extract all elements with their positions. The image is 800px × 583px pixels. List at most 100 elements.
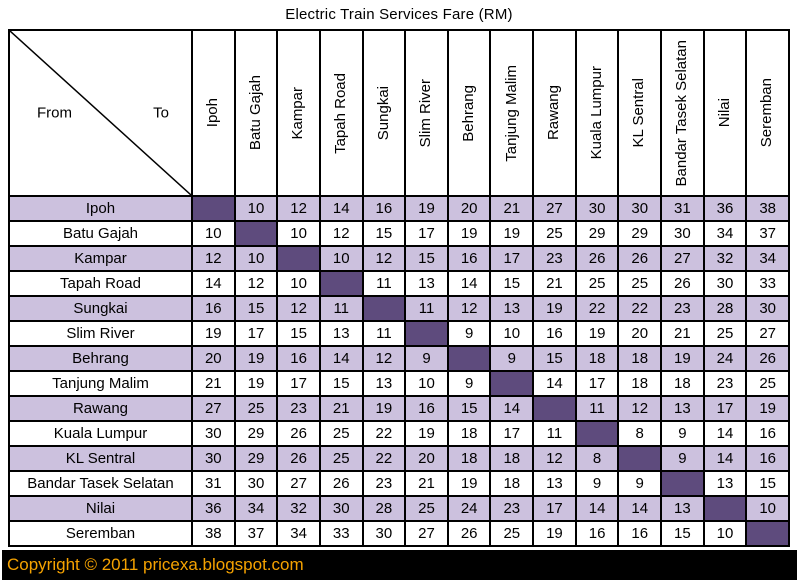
fare-cell: 12 bbox=[617, 395, 663, 422]
fare-row-sungkai: Sungkai 16 15 12 11 11 12 13 19 22 22 23 28 30 bbox=[8, 295, 790, 322]
row-header-nilai: Nilai bbox=[8, 495, 193, 522]
fare-cell: 24 bbox=[702, 345, 748, 372]
col-header-label: Kuala Lumpur bbox=[587, 66, 605, 160]
row-header-sungkai: Sungkai bbox=[8, 295, 193, 322]
fare-cell: 16 bbox=[574, 520, 620, 547]
fare-cell: 11 bbox=[361, 320, 407, 347]
fare-cell: 16 bbox=[745, 445, 790, 472]
fare-cell: 25 bbox=[574, 270, 620, 297]
fare-cell: 10 bbox=[745, 495, 790, 522]
fare-cell: 17 bbox=[233, 320, 279, 347]
fare-cell: 33 bbox=[745, 270, 790, 297]
fare-cell: 27 bbox=[660, 245, 705, 272]
fare-cell: 11 bbox=[318, 295, 364, 322]
fare-cell: 11 bbox=[361, 270, 407, 297]
diagonal-cell bbox=[745, 520, 790, 547]
diagonal-cell bbox=[617, 445, 663, 472]
col-header-label: Sungkai bbox=[374, 85, 392, 141]
col-header-kampar: Kampar bbox=[276, 29, 321, 197]
fare-cell: 9 bbox=[574, 470, 620, 497]
fare-cell: 17 bbox=[404, 220, 449, 247]
fare-cell: 38 bbox=[191, 520, 236, 547]
fare-cell: 15 bbox=[446, 395, 492, 422]
col-header-label: Tapah Road bbox=[331, 72, 349, 154]
fare-cell: 12 bbox=[318, 220, 364, 247]
fare-row-tanjung-malim: Tanjung Malim 21 19 17 15 13 10 9 14 17 18 18 23 25 bbox=[8, 370, 790, 397]
fare-cell: 15 bbox=[404, 245, 449, 272]
fare-cell: 17 bbox=[276, 370, 321, 397]
col-header-sungkai: Sungkai bbox=[361, 29, 407, 197]
diagonal-cell bbox=[574, 420, 620, 447]
fare-cell: 10 bbox=[318, 245, 364, 272]
fare-cell: 9 bbox=[446, 320, 492, 347]
fare-cell: 30 bbox=[191, 445, 236, 472]
fare-cell: 12 bbox=[191, 245, 236, 272]
fare-cell: 19 bbox=[446, 220, 492, 247]
fare-cell: 18 bbox=[574, 345, 620, 372]
fare-cell: 21 bbox=[404, 470, 449, 497]
fare-cell: 25 bbox=[617, 270, 663, 297]
fare-row-tapah-road: Tapah Road 14 12 10 11 13 14 15 21 25 25 26 30 33 bbox=[8, 270, 790, 297]
col-header-rawang: Rawang bbox=[532, 29, 577, 197]
fare-cell: 28 bbox=[702, 295, 748, 322]
fare-cell: 9 bbox=[660, 420, 705, 447]
fare-cell: 30 bbox=[660, 220, 705, 247]
diagonal-divider-line bbox=[10, 31, 191, 195]
fare-cell: 12 bbox=[276, 195, 321, 222]
fare-cell: 23 bbox=[276, 395, 321, 422]
fare-cell: 15 bbox=[745, 470, 790, 497]
diagonal-cell bbox=[276, 245, 321, 272]
from-label: From bbox=[37, 104, 72, 122]
fare-cell: 20 bbox=[191, 345, 236, 372]
col-header-ipoh: Ipoh bbox=[191, 29, 236, 197]
fare-cell: 9 bbox=[660, 445, 705, 472]
col-header-seremban: Seremban bbox=[745, 29, 790, 197]
fare-cell: 18 bbox=[617, 370, 663, 397]
fare-cell: 34 bbox=[233, 495, 279, 522]
fare-cell: 30 bbox=[233, 470, 279, 497]
fare-cell: 22 bbox=[574, 295, 620, 322]
fare-cell: 26 bbox=[745, 345, 790, 372]
fare-row-behrang: Behrang 20 19 16 14 12 9 9 15 18 18 19 24 26 bbox=[8, 345, 790, 372]
col-header-label: Kampar bbox=[289, 86, 307, 140]
table-header: From To Ipoh Batu Gajah Kampar Tapah Road Su… bbox=[8, 29, 790, 197]
fare-cell: 15 bbox=[318, 370, 364, 397]
table-title: Electric Train Services Fare (RM) bbox=[285, 6, 513, 23]
col-header-kl-sentral: KL Sentral bbox=[617, 29, 663, 197]
diagonal-cell bbox=[191, 195, 236, 222]
fare-cell: 25 bbox=[745, 370, 790, 397]
fare-cell: 13 bbox=[361, 370, 407, 397]
fare-cell: 9 bbox=[617, 470, 663, 497]
fare-cell: 17 bbox=[702, 395, 748, 422]
fare-cell: 25 bbox=[702, 320, 748, 347]
col-header-label: Seremban bbox=[758, 78, 776, 148]
fare-cell: 22 bbox=[361, 445, 407, 472]
fare-cell: 19 bbox=[446, 470, 492, 497]
fare-cell: 26 bbox=[318, 470, 364, 497]
fare-cell: 29 bbox=[233, 445, 279, 472]
fare-cell: 10 bbox=[276, 220, 321, 247]
fare-cell: 8 bbox=[617, 420, 663, 447]
fare-cell: 8 bbox=[574, 445, 620, 472]
fare-cell: 12 bbox=[276, 295, 321, 322]
fare-cell: 13 bbox=[489, 295, 535, 322]
row-header-bandar-tasek-selatan: Bandar Tasek Selatan bbox=[8, 470, 193, 497]
fare-cell: 9 bbox=[489, 345, 535, 372]
fare-cell: 10 bbox=[404, 370, 449, 397]
fare-row-seremban: Seremban 38 37 34 33 30 27 26 25 19 16 16 15 10 bbox=[8, 520, 790, 547]
fare-cell: 36 bbox=[702, 195, 748, 222]
fare-cell: 22 bbox=[361, 420, 407, 447]
col-header-label: Tanjung Malim bbox=[502, 64, 520, 162]
fare-cell: 13 bbox=[702, 470, 748, 497]
fare-cell: 21 bbox=[191, 370, 236, 397]
fare-cell: 30 bbox=[702, 270, 748, 297]
fare-cell: 26 bbox=[446, 520, 492, 547]
fare-cell: 12 bbox=[532, 445, 577, 472]
col-header-batu-gajah: Batu Gajah bbox=[233, 29, 279, 197]
fare-cell: 27 bbox=[191, 395, 236, 422]
fare-cell: 13 bbox=[404, 270, 449, 297]
fare-cell: 10 bbox=[233, 245, 279, 272]
fare-cell: 12 bbox=[446, 295, 492, 322]
fare-cell: 9 bbox=[404, 345, 449, 372]
